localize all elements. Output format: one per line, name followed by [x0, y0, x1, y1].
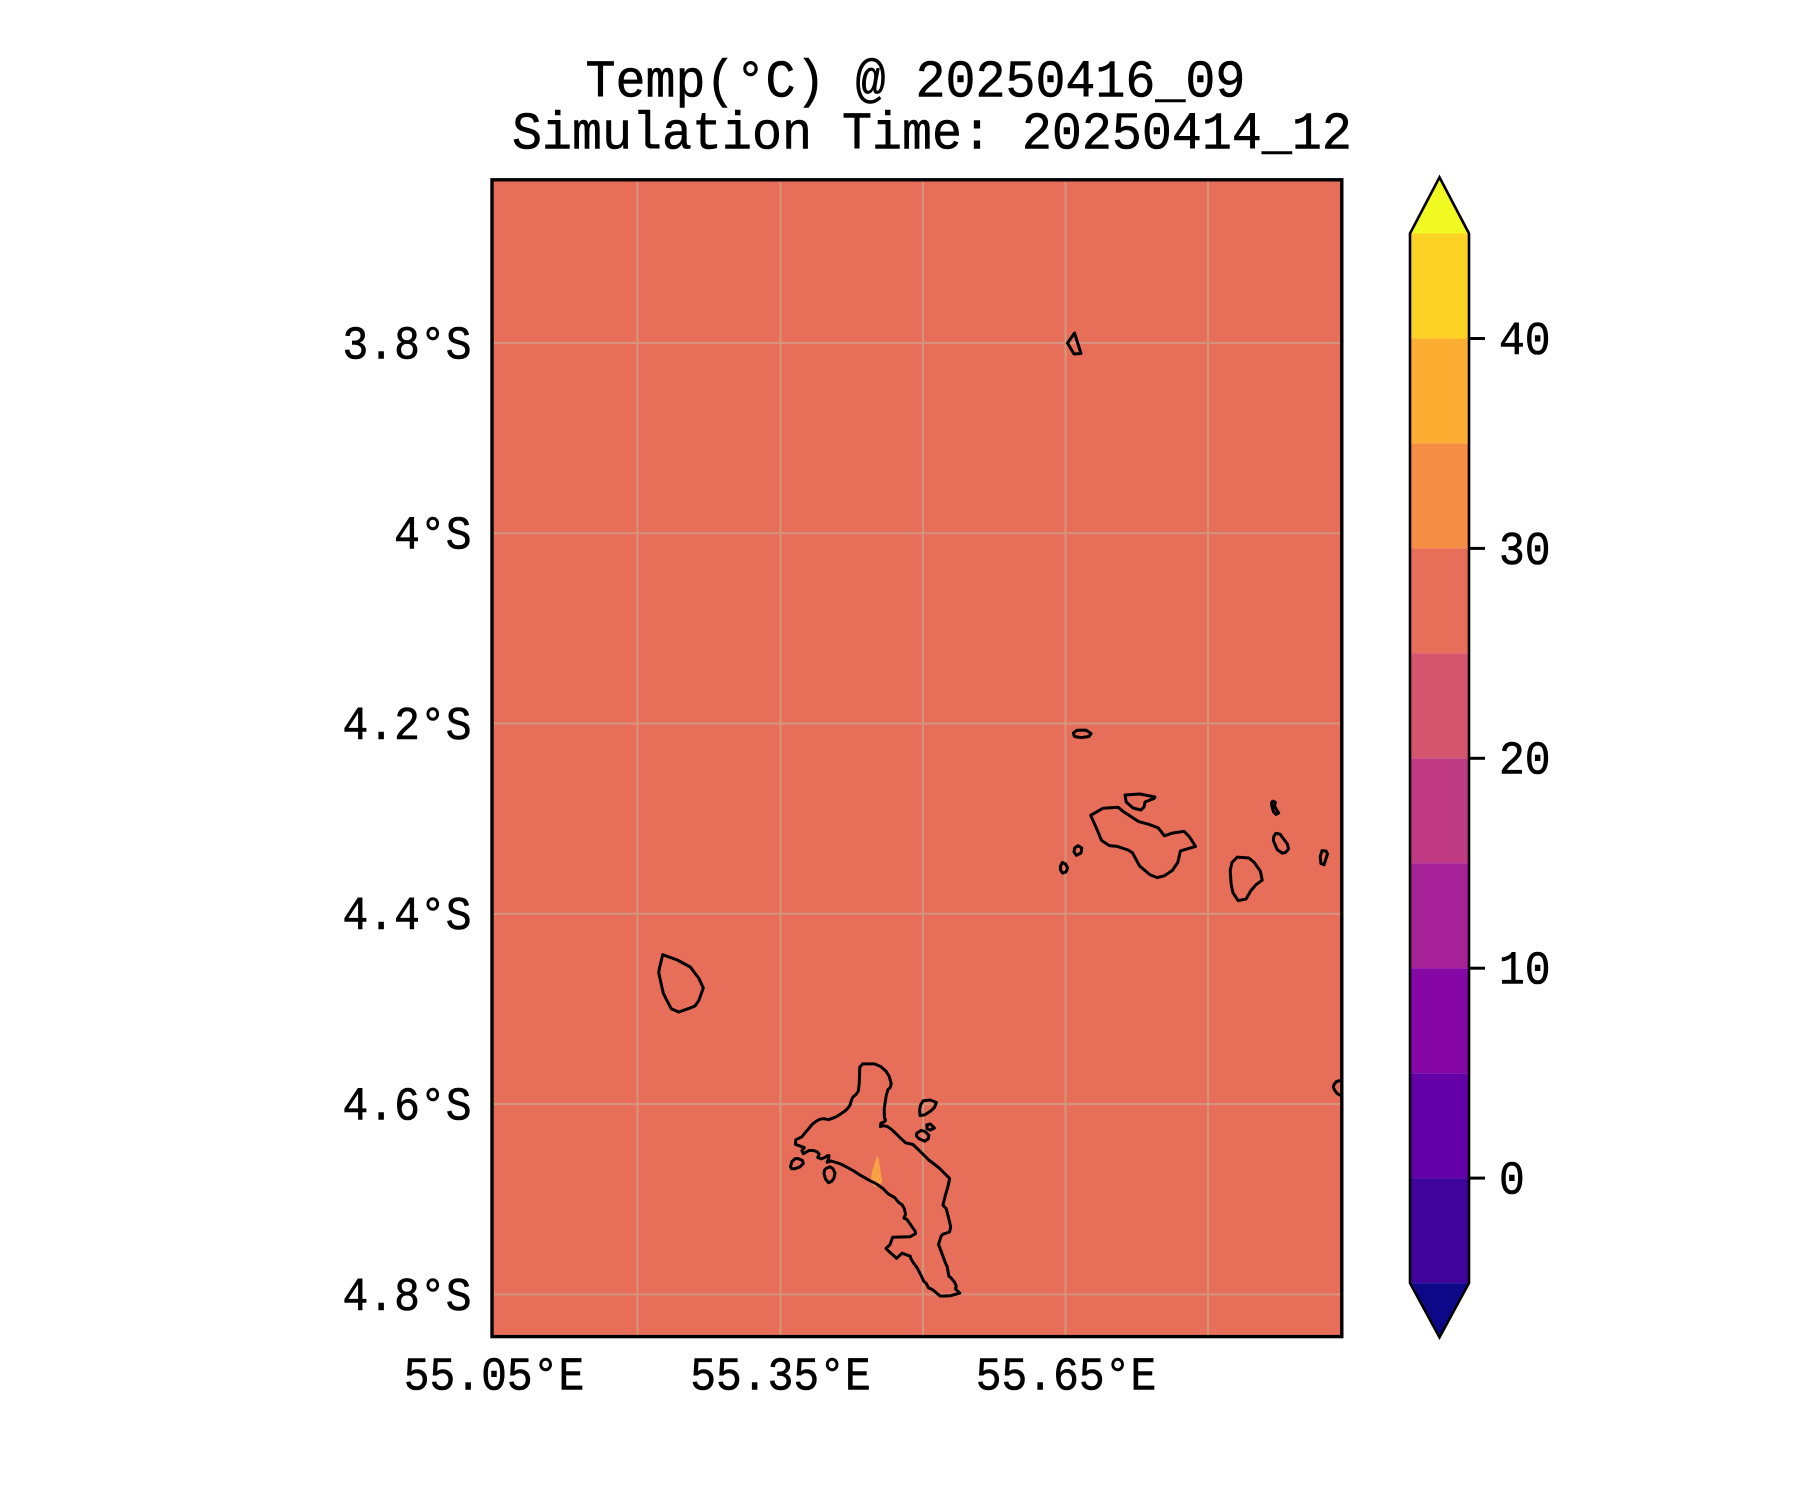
svg-text:4.2°S: 4.2°S [343, 699, 472, 753]
svg-text:4.8°S: 4.8°S [343, 1270, 472, 1324]
svg-text:55.65°E: 55.65°E [976, 1350, 1157, 1404]
svg-text:Simulation Time: 20250414_12: Simulation Time: 20250414_12 [512, 106, 1352, 165]
svg-text:20: 20 [1499, 734, 1551, 788]
svg-text:4.6°S: 4.6°S [343, 1080, 472, 1134]
svg-text:4°S: 4°S [394, 509, 471, 563]
svg-text:10: 10 [1499, 944, 1551, 998]
svg-text:4.4°S: 4.4°S [343, 889, 472, 943]
svg-text:Temp(°C) @ 20250416_09: Temp(°C) @ 20250416_09 [586, 54, 1246, 113]
svg-text:30: 30 [1499, 524, 1551, 578]
svg-text:0: 0 [1499, 1154, 1525, 1208]
svg-text:3.8°S: 3.8°S [343, 319, 472, 373]
svg-text:55.35°E: 55.35°E [690, 1350, 871, 1404]
svg-text:55.05°E: 55.05°E [404, 1350, 585, 1404]
svg-text:40: 40 [1499, 314, 1551, 368]
